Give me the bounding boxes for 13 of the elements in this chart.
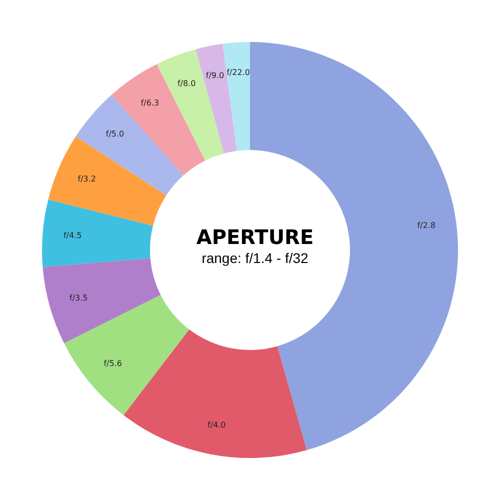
- slice-label: f/2.8: [417, 220, 436, 230]
- slice-label: f/22.0: [226, 68, 250, 77]
- slice-label: f/6.3: [140, 98, 160, 108]
- text: APERTURE: [196, 225, 314, 249]
- slice-label: f/4.5: [63, 230, 82, 240]
- text: range: f/1.4 - f/32: [202, 250, 309, 266]
- slice-label: f/4.0: [208, 420, 226, 430]
- slice-label: f/8.0: [177, 79, 196, 88]
- slice-label: f/5.6: [104, 358, 122, 368]
- slice-label: f/3.5: [69, 294, 88, 303]
- slice-label: f/3.2: [78, 174, 96, 184]
- slice-label: f/5.0: [106, 129, 124, 138]
- slice-label: f/9.0: [206, 70, 224, 80]
